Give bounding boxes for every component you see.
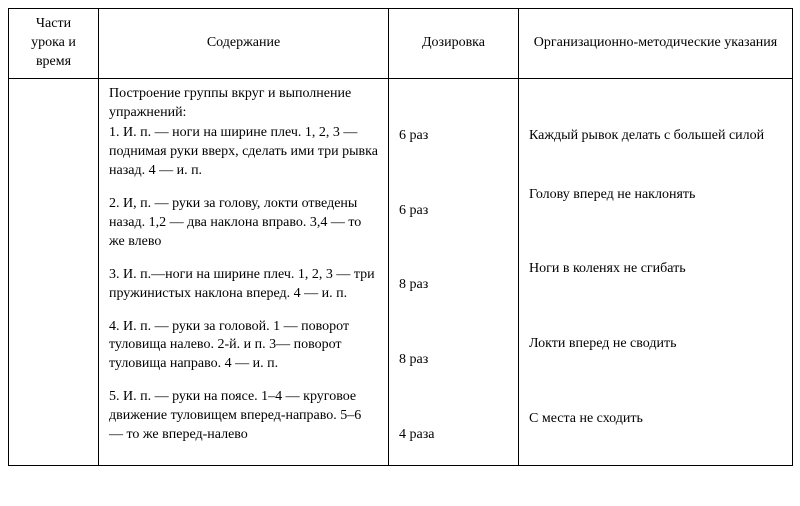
col-header-method: Организационно-методические указания — [519, 9, 793, 79]
cell-method: Каждый рывок делать с большей силой Голо… — [519, 78, 793, 465]
cell-parts — [9, 78, 99, 465]
dose-value: 6 раз — [399, 127, 508, 146]
col-header-content: Содержание — [99, 9, 389, 79]
dose-value: 4 раза — [399, 426, 508, 445]
method-value: Ноги в коленях не сгибать — [529, 260, 782, 279]
col-header-dose: Дозировка — [389, 9, 519, 79]
dose-value: 6 раз — [399, 202, 508, 221]
cell-dose: 6 раз 6 раз 8 раз 8 раз 4 раза — [389, 78, 519, 465]
dose-value: 8 раз — [399, 351, 508, 370]
col-header-parts: Части урока и время — [9, 9, 99, 79]
method-value: Голову вперед не наклонять — [529, 186, 782, 205]
exercise-text: 3. И. п.—ноги на ширине плеч. 1, 2, 3 — … — [109, 266, 378, 304]
exercise-text: 5. И. п. — руки на поясе. 1–4 — круговое… — [109, 388, 378, 445]
content-intro: Построение группы вкруг и выполнение упр… — [109, 85, 378, 123]
method-value: Локти вперед не сводить — [529, 335, 782, 354]
dose-value: 8 раз — [399, 276, 508, 295]
lesson-plan-table: Части урока и время Содержание Дозировка… — [8, 8, 793, 466]
exercise-text: 4. И. п. — руки за головой. 1 — поворот … — [109, 318, 378, 375]
cell-content: Построение группы вкруг и выполнение упр… — [99, 78, 389, 465]
table-row: Построение группы вкруг и выполнение упр… — [9, 78, 793, 465]
table-header: Части урока и время Содержание Дозировка… — [9, 9, 793, 79]
exercise-text: 2. И, п. — руки за голову, локти отведен… — [109, 195, 378, 252]
method-value: Каждый рывок делать с большей силой — [529, 127, 782, 146]
exercise-text: 1. И. п. — ноги на ширине плеч. 1, 2, 3 … — [109, 124, 378, 181]
method-value: С места не сходить — [529, 410, 782, 429]
